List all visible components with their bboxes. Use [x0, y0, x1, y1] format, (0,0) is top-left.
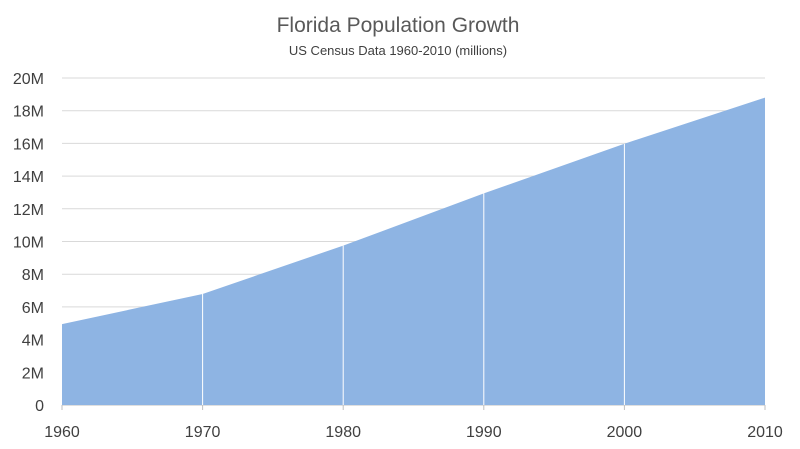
chart-subtitle: US Census Data 1960-2010 (millions)	[289, 43, 507, 58]
x-tick-label: 1990	[466, 424, 502, 441]
y-tick-label: 0	[35, 398, 44, 415]
y-tick-label: 20M	[13, 71, 44, 88]
x-tick-label: 1960	[44, 424, 80, 441]
y-tick-label: 6M	[22, 300, 44, 317]
y-tick-label: 18M	[13, 104, 44, 121]
x-tick-label: 1970	[185, 424, 221, 441]
x-tick-label: 2010	[747, 424, 783, 441]
x-tick-label: 2000	[607, 424, 643, 441]
y-tick-label: 2M	[22, 365, 44, 382]
y-tick-label: 10M	[13, 235, 44, 252]
series-layer	[62, 97, 765, 406]
chart-title: Florida Population Growth	[277, 14, 520, 37]
y-tick-label: 14M	[13, 169, 44, 186]
y-tick-label: 16M	[13, 136, 44, 153]
y-axis: 0 2M 4M 6M 8M 10M 12M 14M 16M 18M 20M	[13, 71, 44, 415]
y-tick-label: 12M	[13, 202, 44, 219]
x-axis: 1960 1970 1980 1990 2000 2010	[44, 405, 783, 441]
y-tick-label: 8M	[22, 267, 44, 284]
category-dividers	[202, 143, 625, 405]
y-tick-label: 4M	[22, 333, 44, 350]
x-tick-label: 1980	[325, 424, 361, 441]
area-series	[62, 97, 765, 406]
